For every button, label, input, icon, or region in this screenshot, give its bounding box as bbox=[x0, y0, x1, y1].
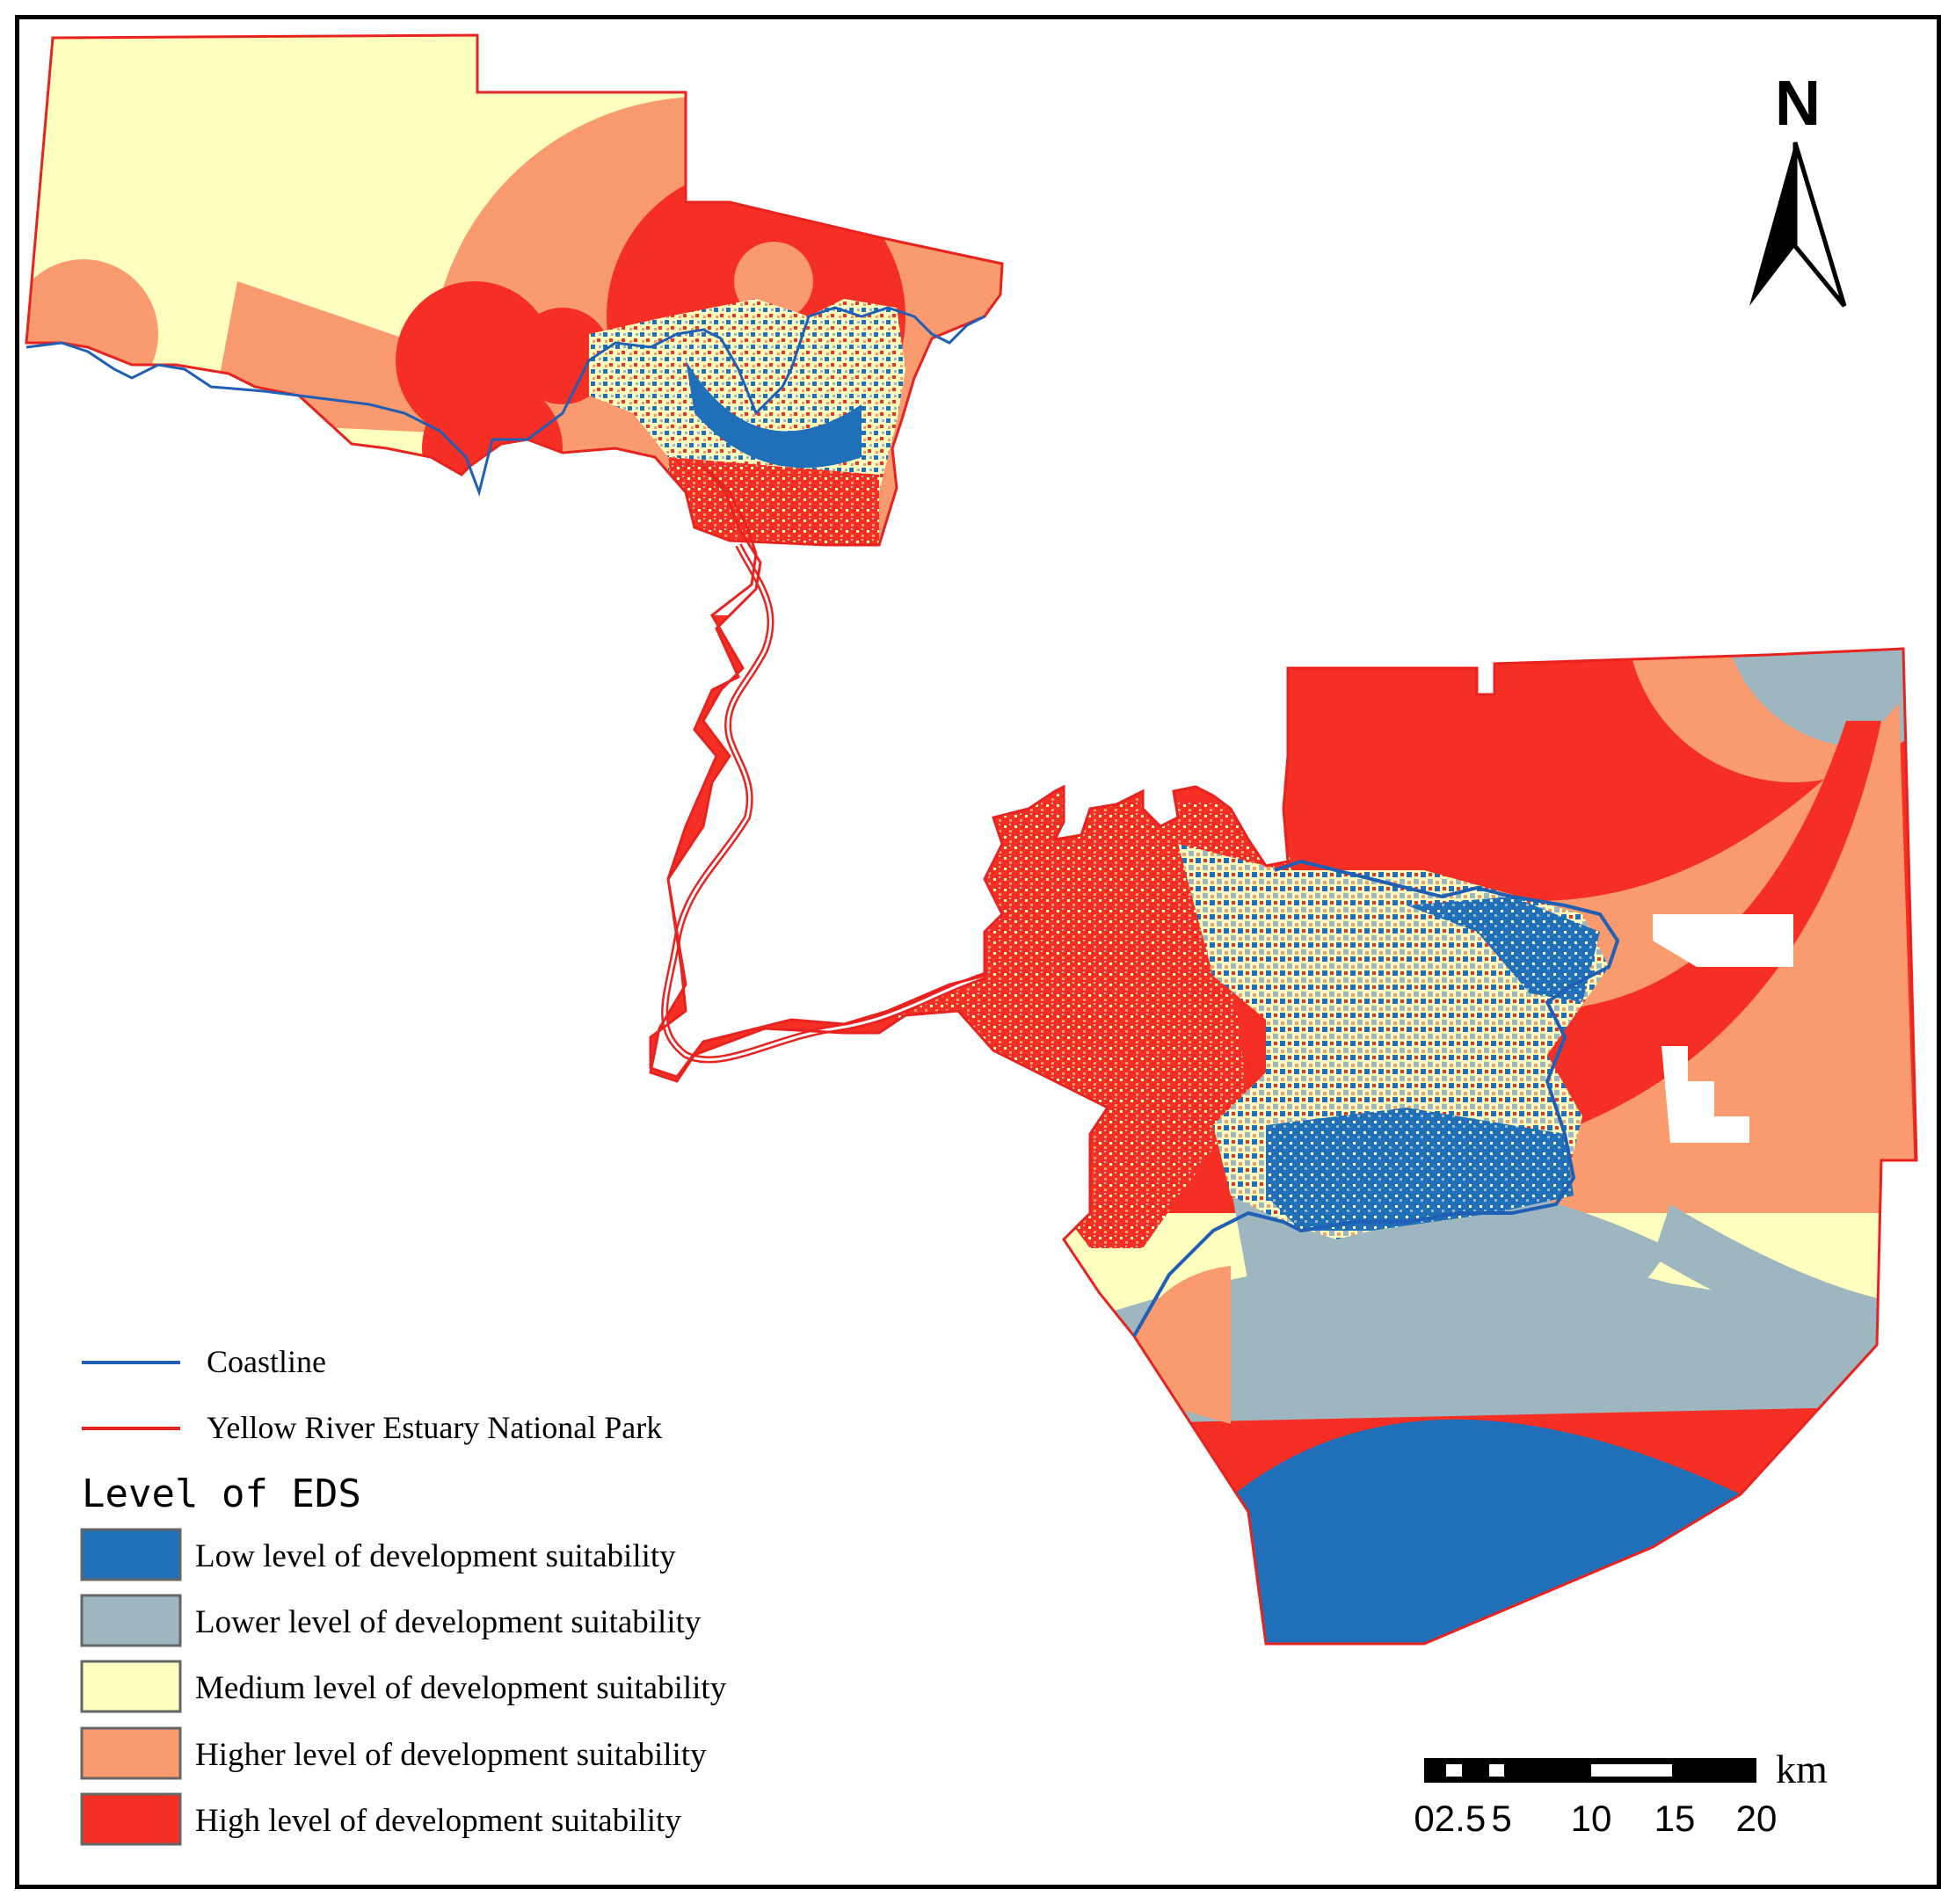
legend-label-higher: Higher level of development suitability bbox=[195, 1737, 707, 1773]
lower-suitability-area bbox=[1653, 1204, 1890, 1354]
scale-tick-label: 15 bbox=[1654, 1798, 1696, 1839]
south-region bbox=[651, 466, 1916, 1644]
park-boundary-south bbox=[649, 464, 1918, 1646]
north-region bbox=[26, 35, 1002, 545]
scale-bar-segment bbox=[1591, 1764, 1672, 1777]
high-suitability-area bbox=[1530, 721, 1881, 1143]
low-suitability-area bbox=[686, 360, 862, 469]
scale-bar-frame bbox=[1424, 1758, 1756, 1783]
low-suitability-area bbox=[1213, 1419, 1741, 1644]
scale-bar-segment bbox=[1446, 1764, 1462, 1777]
eds-legend: Level of EDS Low level of development su… bbox=[80, 1472, 727, 1846]
river-channel bbox=[661, 543, 986, 1064]
scale-tick-label: 5 bbox=[1491, 1798, 1511, 1839]
legend-swatch-high bbox=[80, 1792, 182, 1846]
lower-suitability-area bbox=[1090, 1255, 1890, 1424]
scale-bar: km 0 2.5 5 10 15 20 bbox=[1414, 1747, 1828, 1839]
north-label: N bbox=[1775, 69, 1821, 139]
coastline-north bbox=[25, 306, 985, 498]
high-suitability-area bbox=[668, 457, 879, 545]
legend-swatch-low bbox=[80, 1528, 182, 1581]
north-arrow: N bbox=[1749, 69, 1847, 308]
legend-swatch-lower bbox=[80, 1594, 182, 1647]
legend-label-lower: Lower level of development suitability bbox=[195, 1604, 702, 1640]
scale-tick-label: 2.5 bbox=[1435, 1798, 1486, 1839]
legend-label-medium: Medium level of development suitability bbox=[195, 1670, 727, 1706]
scale-tick-label: 10 bbox=[1571, 1798, 1612, 1839]
legend-title: Level of EDS bbox=[82, 1472, 361, 1516]
legend-label-low: Low level of development suitability bbox=[195, 1538, 676, 1574]
legend-label-high: High level of development suitability bbox=[195, 1803, 681, 1839]
north-arrow-left-half bbox=[1749, 142, 1795, 306]
low-suitability-area bbox=[1266, 1108, 1574, 1231]
high-suitability-area bbox=[514, 308, 611, 404]
legend-swatch-medium bbox=[80, 1660, 182, 1713]
excluded-area bbox=[1662, 1046, 1749, 1143]
park-boundary-north bbox=[25, 33, 1004, 547]
scale-tick-label: 0 bbox=[1414, 1798, 1434, 1839]
park-boundary-legend-label: Yellow River Estuary National Park bbox=[207, 1410, 662, 1445]
north-arrow-right-half bbox=[1792, 142, 1847, 308]
scale-bar-segment bbox=[1489, 1764, 1504, 1777]
river-channel-inner bbox=[663, 544, 985, 1061]
coastline-south bbox=[1132, 859, 1620, 1337]
excluded-area bbox=[1653, 914, 1793, 967]
line-legend: Coastline Yellow River Estuary National … bbox=[82, 1344, 662, 1445]
low-suitability-area bbox=[1407, 897, 1600, 1002]
scale-tick-label: 20 bbox=[1736, 1798, 1778, 1839]
scale-unit: km bbox=[1776, 1747, 1828, 1791]
legend-swatch-higher bbox=[80, 1726, 182, 1780]
coastline-legend-label: Coastline bbox=[207, 1344, 326, 1379]
